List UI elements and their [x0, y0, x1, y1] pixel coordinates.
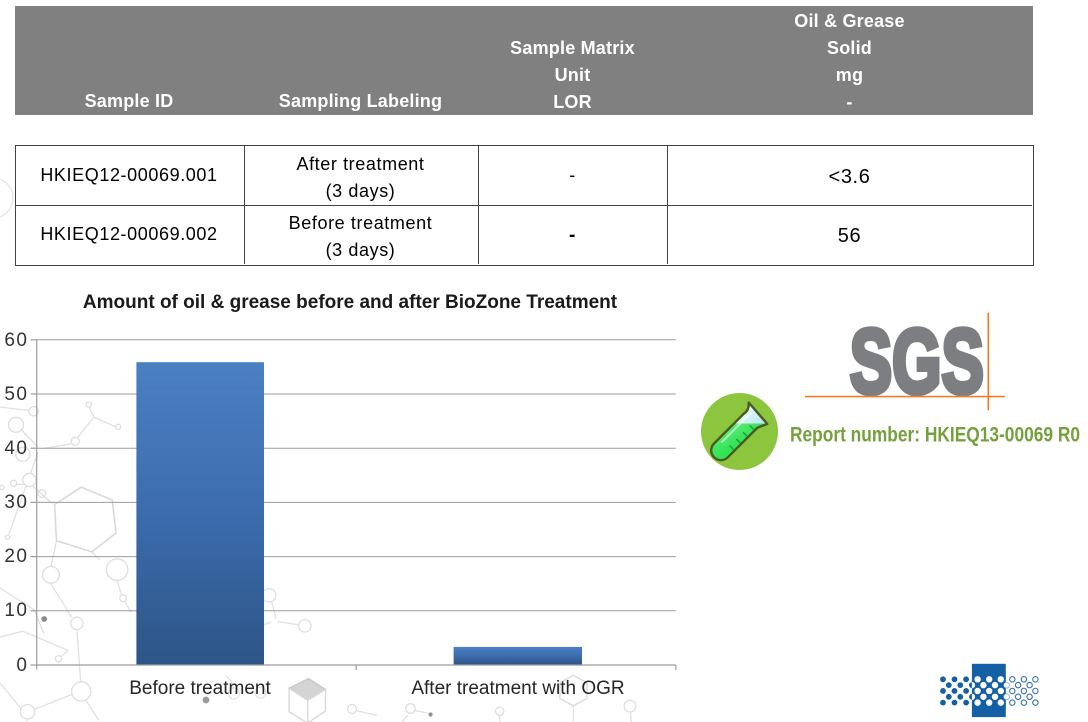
svg-text:Report number: HKIEQ13-00069 R: Report number: HKIEQ13-00069 R0: [790, 424, 1080, 447]
svg-text:SGS: SGS: [850, 312, 984, 413]
